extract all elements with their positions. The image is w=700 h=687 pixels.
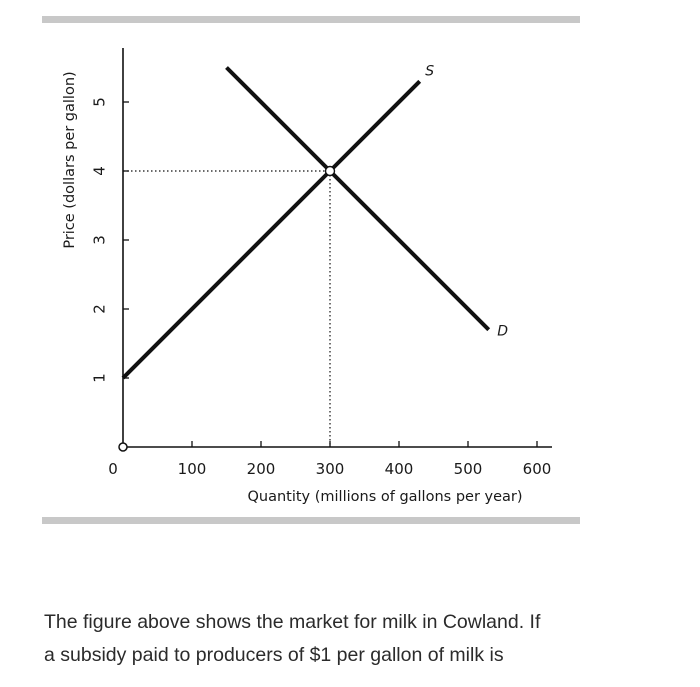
y-axis-title: Price (dollars per gallon)	[62, 71, 78, 248]
equilibrium-guides	[123, 170, 331, 447]
y-tick-label-4: 4	[91, 166, 109, 176]
origin-marker	[118, 442, 128, 452]
chart-axes	[118, 48, 552, 452]
chart-labels: 0 100 200 300 400 500 600 1 2 3 4 5 S D Quantity (mill…	[62, 63, 551, 505]
x-tick-label-600: 600	[523, 460, 552, 478]
question-text: The figure above shows the market for mi…	[44, 606, 684, 672]
top-divider	[42, 16, 580, 23]
origin-label: 0	[108, 460, 118, 478]
bottom-divider	[42, 517, 580, 524]
y-tick-label-2: 2	[91, 304, 109, 314]
supply-demand-chart: 0 100 200 300 400 500 600 1 2 3 4 5 S D Quantity (mill…	[62, 48, 552, 505]
x-tick-label-200: 200	[247, 460, 276, 478]
y-tick-label-5: 5	[91, 97, 109, 107]
equilibrium-point	[324, 165, 336, 177]
y-tick-label-3: 3	[91, 235, 109, 245]
curve-d	[225, 66, 491, 332]
curve-s	[121, 79, 422, 380]
x-tick-label-400: 400	[385, 460, 414, 478]
y-tick-label-1: 1	[91, 373, 109, 383]
x-tick-label-100: 100	[178, 460, 207, 478]
x-tick-label-500: 500	[454, 460, 483, 478]
curve-label-s: S	[425, 63, 434, 79]
question-line-1: The figure above shows the market for mi…	[44, 611, 541, 633]
x-axis-title: Quantity (millions of gallons per year)	[247, 489, 522, 505]
question-line-2: a subsidy paid to producers of $1 per ga…	[44, 644, 504, 666]
chart-curves	[121, 66, 491, 380]
curve-label-d: D	[497, 324, 508, 340]
x-tick-label-300: 300	[316, 460, 345, 478]
